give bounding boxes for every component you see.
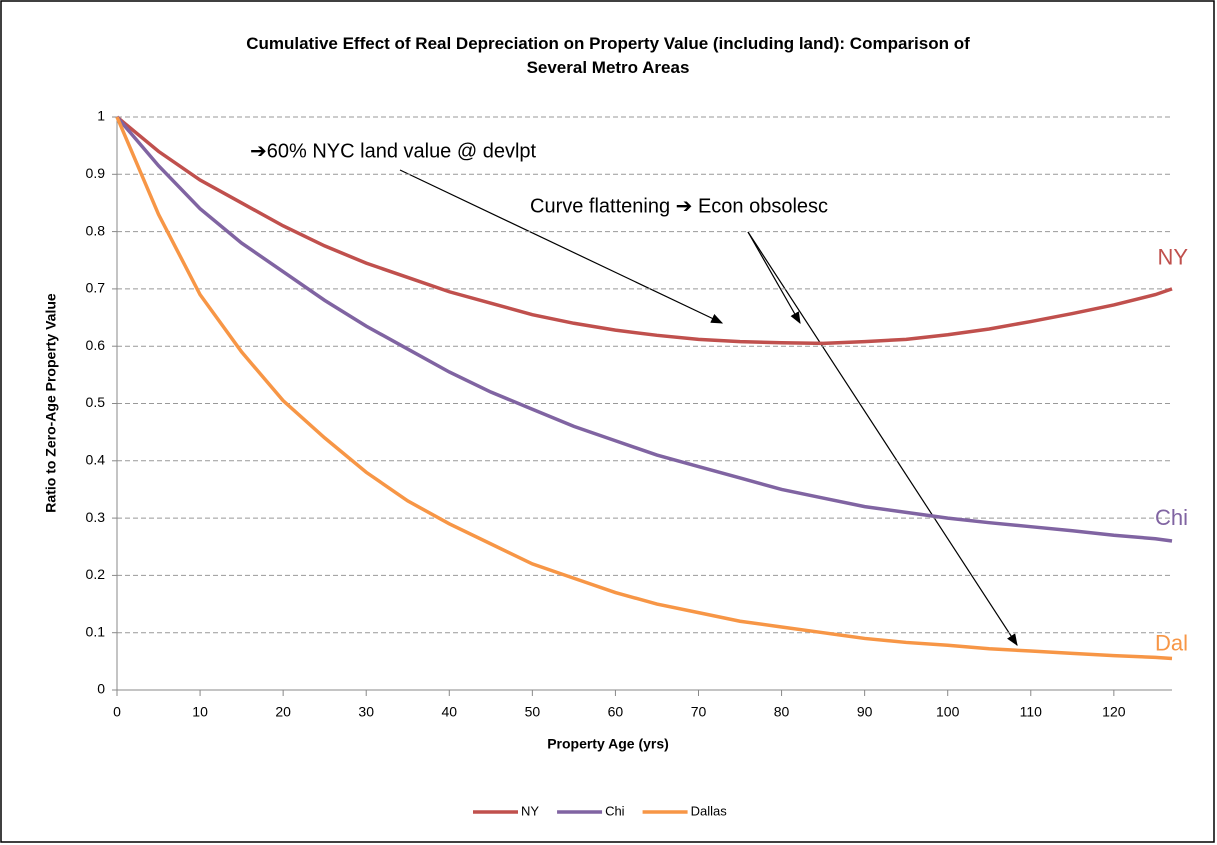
y-tick-label: 0.4 — [86, 452, 106, 468]
x-tick-label: 30 — [358, 704, 374, 720]
y-tick-label: 0.6 — [86, 337, 106, 353]
y-tick-label: 0.5 — [86, 394, 106, 410]
x-tick-label: 10 — [192, 704, 208, 720]
series-end-label: Dal — [1155, 630, 1188, 655]
annotation: ➔60% NYC land value @ devlpt — [250, 140, 537, 162]
x-tick-label: 0 — [113, 704, 121, 720]
x-tick-label: 100 — [936, 704, 960, 720]
series-end-label: NY — [1157, 245, 1188, 270]
x-tick-label: 60 — [608, 704, 624, 720]
x-tick-label: 90 — [857, 704, 873, 720]
x-tick-label: 20 — [275, 704, 291, 720]
arrows — [399, 169, 1018, 647]
chart-title: Cumulative Effect of Real Depreciation o… — [246, 34, 970, 77]
x-tick-label: 50 — [525, 704, 541, 720]
x-tick-label: 40 — [441, 704, 457, 720]
x-tick-label: 110 — [1020, 704, 1043, 720]
x-tick-label: 80 — [774, 704, 790, 720]
y-tick-label: 0.8 — [86, 222, 106, 238]
line-series — [115, 116, 1173, 661]
y-tick-label: 0.3 — [86, 509, 106, 525]
line-series — [115, 115, 1173, 346]
y-tick-label: 0 — [97, 681, 105, 697]
y-tick-label: 1 — [97, 108, 105, 124]
arrow — [747, 231, 801, 325]
y-tick-label: 0.7 — [86, 280, 106, 296]
y-tick-label: 0.9 — [86, 165, 106, 181]
arrow — [747, 231, 1018, 647]
y-tick-label: 0.2 — [86, 566, 106, 582]
arrow — [399, 169, 724, 324]
x-tick-label: 120 — [1102, 704, 1126, 720]
line-series — [115, 115, 1173, 543]
series-end-label: Chi — [1155, 505, 1188, 530]
legend-label: Dallas — [691, 803, 728, 818]
legend-label: NY — [521, 803, 539, 818]
y-tick-label: 0.1 — [86, 623, 106, 639]
x-axis-label: Property Age (yrs) — [547, 736, 669, 752]
y-axis-label: Ratio to Zero-Age Property Value — [43, 293, 59, 513]
annotation: Curve flattening ➔ Econ obsolesc — [530, 195, 828, 217]
legend-label: Chi — [605, 803, 625, 818]
x-tick-label: 70 — [691, 704, 707, 720]
